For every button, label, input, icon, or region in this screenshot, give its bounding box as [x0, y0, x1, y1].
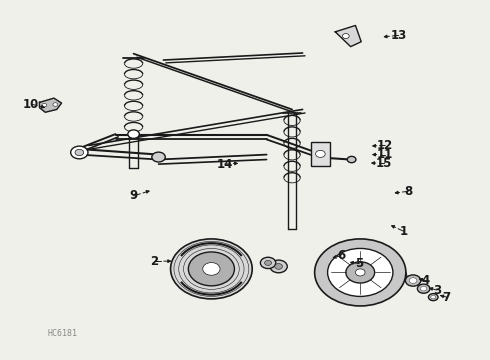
Text: HC6181: HC6181 [48, 329, 77, 338]
Text: 8: 8 [404, 185, 413, 198]
Circle shape [42, 103, 47, 107]
Text: 5: 5 [355, 257, 364, 270]
Circle shape [270, 260, 287, 273]
Text: 4: 4 [421, 274, 430, 287]
Text: 7: 7 [442, 291, 451, 303]
FancyBboxPatch shape [311, 142, 329, 166]
Circle shape [343, 33, 349, 39]
Text: 11: 11 [377, 148, 393, 161]
Text: 12: 12 [377, 139, 393, 152]
Polygon shape [40, 98, 62, 112]
Polygon shape [335, 26, 361, 47]
Circle shape [346, 262, 375, 283]
Circle shape [128, 130, 139, 138]
Circle shape [431, 295, 436, 299]
Circle shape [409, 278, 417, 283]
Text: 9: 9 [129, 189, 138, 202]
Circle shape [420, 286, 427, 291]
Circle shape [265, 260, 271, 265]
Circle shape [203, 262, 220, 275]
Circle shape [171, 239, 252, 299]
Circle shape [53, 103, 58, 106]
Circle shape [75, 149, 84, 156]
Circle shape [328, 248, 393, 296]
Circle shape [315, 239, 406, 306]
Circle shape [417, 284, 430, 293]
Text: 1: 1 [399, 225, 408, 238]
Text: 3: 3 [433, 284, 441, 297]
Text: 10: 10 [23, 98, 39, 111]
Text: 2: 2 [150, 255, 158, 267]
Circle shape [275, 264, 283, 269]
Circle shape [347, 156, 356, 163]
Circle shape [260, 257, 276, 269]
Text: 15: 15 [376, 157, 392, 170]
Text: 13: 13 [391, 29, 407, 42]
Text: 6: 6 [337, 249, 345, 262]
Circle shape [71, 146, 88, 159]
Circle shape [355, 269, 365, 276]
Circle shape [152, 152, 165, 162]
Text: 14: 14 [217, 158, 233, 171]
Circle shape [428, 294, 438, 301]
Circle shape [188, 252, 234, 286]
Circle shape [316, 150, 325, 157]
Circle shape [405, 275, 421, 286]
